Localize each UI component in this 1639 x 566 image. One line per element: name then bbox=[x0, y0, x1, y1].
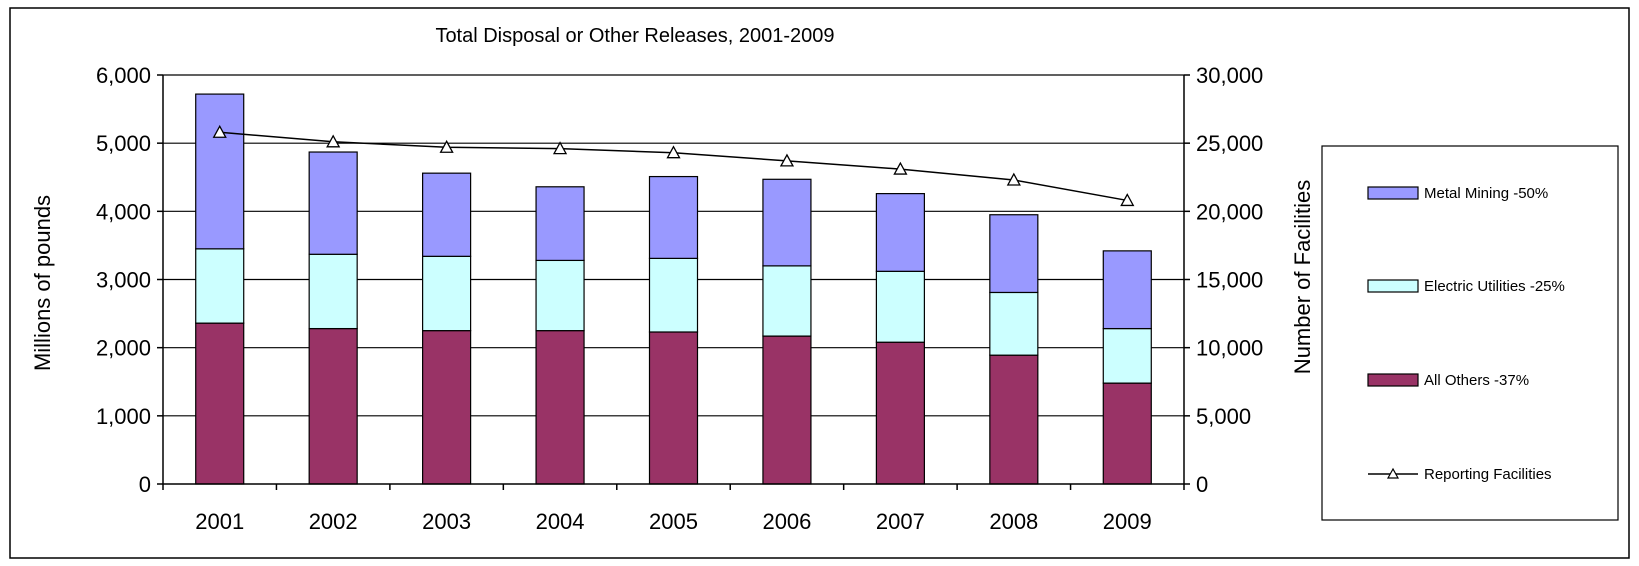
legend-marker bbox=[1386, 467, 1400, 479]
y-tick-label: 0 bbox=[139, 472, 151, 497]
bar-segment bbox=[875, 270, 925, 343]
legend-label: Electric Utilities -25% bbox=[1424, 278, 1565, 295]
y2-tick-label: 5,000 bbox=[1196, 404, 1251, 429]
legend-box bbox=[1321, 145, 1619, 521]
x-tick-label: 2007 bbox=[876, 509, 925, 534]
bar-segment bbox=[308, 327, 358, 485]
bar-segment bbox=[989, 214, 1039, 294]
y-axis-title: Millions of pounds bbox=[30, 195, 55, 371]
bar-segment bbox=[875, 193, 925, 272]
bar-segment bbox=[875, 341, 925, 485]
facilities-marker bbox=[439, 139, 454, 153]
facilities-marker bbox=[779, 153, 795, 167]
facilities-marker bbox=[1120, 193, 1135, 207]
y-tick-label: 6,000 bbox=[96, 63, 151, 88]
bar-segment bbox=[535, 186, 585, 262]
legend: Metal Mining -50% Electric Utilities -25%… bbox=[1321, 145, 1619, 521]
x-tick-label: 2001 bbox=[195, 509, 244, 534]
bar-segment bbox=[762, 265, 812, 337]
bar-segment bbox=[308, 151, 358, 255]
x-tick-label: 2005 bbox=[649, 509, 698, 534]
bar-segment bbox=[648, 175, 699, 259]
bar-segment bbox=[648, 257, 699, 333]
bar-segment bbox=[989, 291, 1039, 356]
bar-segment bbox=[535, 259, 585, 332]
x-tick-label: 2006 bbox=[762, 509, 811, 534]
y2-tick-label: 25,000 bbox=[1196, 131, 1263, 156]
bar-segment bbox=[422, 330, 472, 485]
axes: 0 1,000 2,000 3,000 4,000 5,000 6,000 0 5,000 10,… bbox=[96, 63, 1263, 534]
y2-tick-label: 30,000 bbox=[1196, 63, 1263, 88]
y2-tick-label: 10,000 bbox=[1196, 336, 1263, 361]
legend-swatch bbox=[1367, 279, 1419, 293]
x-tick-label: 2003 bbox=[422, 509, 471, 534]
y-tick-label: 4,000 bbox=[96, 199, 151, 224]
bar-segment bbox=[1102, 382, 1152, 485]
legend-label: Reporting Facilities bbox=[1424, 466, 1552, 483]
bar-segment bbox=[1102, 327, 1152, 384]
y2-tick-label: 20,000 bbox=[1196, 199, 1263, 224]
facilities-marker bbox=[1006, 172, 1021, 186]
y2-axis-title: Number of Facilities bbox=[1290, 180, 1315, 374]
legend-label: Metal Mining -50% bbox=[1424, 185, 1548, 202]
bar-segment bbox=[422, 255, 472, 332]
x-tick-label: 2004 bbox=[536, 509, 585, 534]
bar-segment bbox=[648, 331, 699, 485]
bar-segment bbox=[989, 354, 1039, 485]
x-tick-label: 2002 bbox=[309, 509, 358, 534]
facilities-marker bbox=[666, 145, 681, 159]
y2-tick-label: 0 bbox=[1196, 472, 1208, 497]
bar-segment bbox=[762, 335, 812, 485]
facilities-marker bbox=[893, 161, 908, 175]
y2-tick-label: 15,000 bbox=[1196, 268, 1263, 293]
facilities-marker bbox=[326, 134, 341, 148]
facilities-marker bbox=[212, 124, 227, 138]
y-tick-label: 3,000 bbox=[96, 268, 151, 293]
bar-segment bbox=[195, 322, 245, 485]
facilities-marker bbox=[552, 141, 568, 155]
bar-segment bbox=[762, 178, 812, 267]
facilities-line bbox=[212, 124, 1135, 207]
y-tick-label: 1,000 bbox=[96, 404, 151, 429]
bar-segment bbox=[195, 248, 245, 324]
legend-swatch bbox=[1367, 186, 1419, 200]
legend-swatch bbox=[1367, 373, 1419, 387]
bars bbox=[195, 93, 1152, 485]
legend-label: All Others -37% bbox=[1424, 372, 1529, 389]
x-tick-label: 2009 bbox=[1103, 509, 1152, 534]
chart-title: Total Disposal or Other Releases, 2001-2… bbox=[435, 25, 834, 47]
bar-segment bbox=[195, 93, 245, 250]
y-tick-label: 2,000 bbox=[96, 336, 151, 361]
x-tick-label: 2008 bbox=[989, 509, 1038, 534]
bar-segment bbox=[422, 172, 472, 257]
bar-segment bbox=[535, 330, 585, 485]
bar-segment bbox=[1102, 250, 1152, 330]
bar-segment bbox=[308, 253, 358, 330]
y-tick-label: 5,000 bbox=[96, 131, 151, 156]
